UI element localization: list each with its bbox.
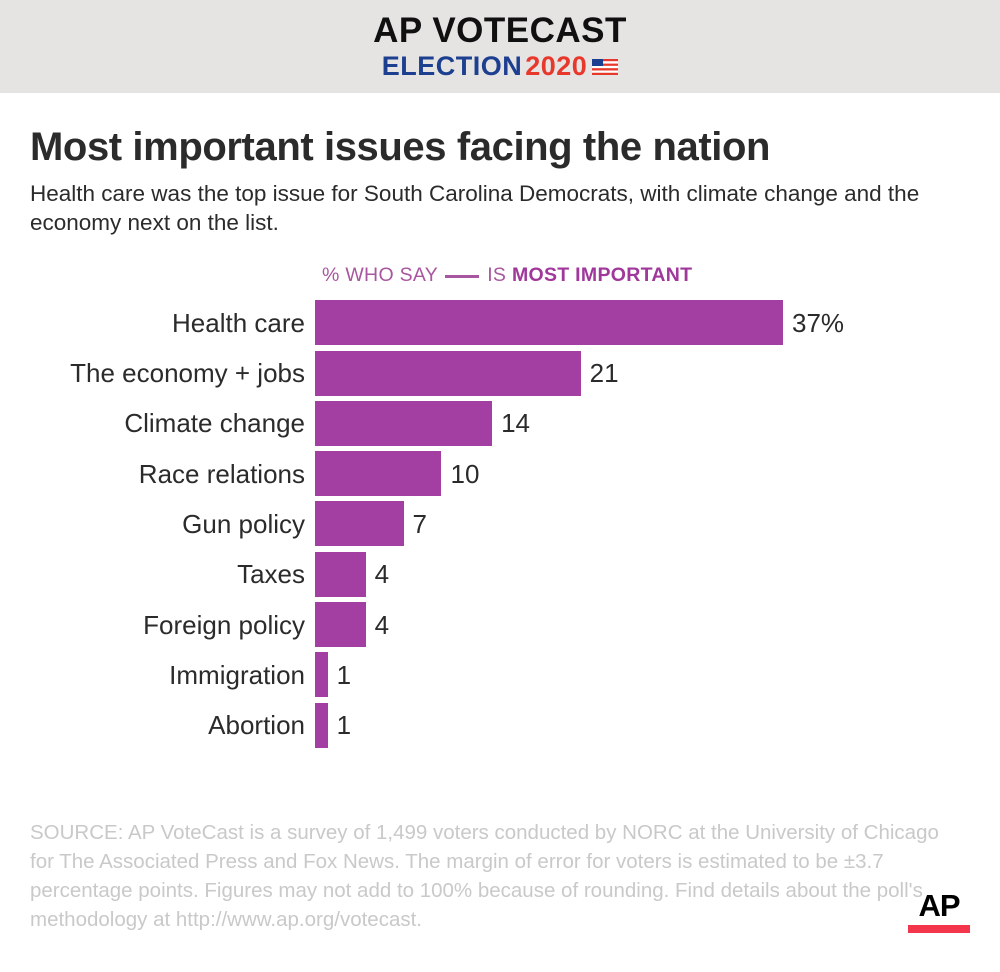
chart-header-middle: IS [487,263,507,286]
bar-category-label: Abortion [208,710,305,741]
bar-rect [315,702,328,748]
bar-chart: % WHO SAY IS MOST IMPORTANT Health care 3… [30,264,970,751]
bar-chart-row: Abortion 1 [30,700,970,750]
ap-logo: AP [908,890,970,933]
bar-category-label: Climate change [124,408,305,439]
bar-track: 4 [315,599,970,649]
bar-value-label: 7 [412,508,427,539]
bar-value-label: 1 [336,659,352,690]
bar-value-label: 4 [374,609,390,640]
bar-rect [315,501,404,547]
bar-chart-rows: Health care 37% The economy + jobs 21 Climat… [30,298,970,751]
page-subtitle: Health care was the top issue for South … [30,181,920,235]
brand-header-band: AP VOTECAST ELECTION 2020 [0,0,1000,93]
bar-value-label: 14 [501,408,530,439]
chart-header-prefix: % WHO SAY [322,263,438,286]
bar-chart-row: Health care 37% [30,298,970,348]
bar-category-label: Immigration [169,659,305,690]
bar-chart-row: Immigration 1 [30,650,970,700]
bar-chart-row: Gun policy 7 [30,499,970,549]
bar-rect [315,350,581,396]
bar-chart-row: Foreign policy 4 [30,599,970,649]
page-title: Most important issues facing the nation [30,125,771,169]
bar-category-label: Foreign policy [143,609,305,640]
bar-track: 1 [315,700,970,750]
ap-logo-underline [908,925,970,933]
election-year-lockup: ELECTION 2020 [382,53,619,80]
footer: SOURCE: AP VoteCast is a survey of 1,499… [30,818,970,934]
bar-rect [315,300,783,346]
bar-track: 7 [315,499,970,549]
bar-category-label: Health care [172,307,305,338]
bar-value-label: 37% [792,307,845,338]
content-wrapper: Most important issues facing the nation … [0,126,1000,750]
election-word: ELECTION [381,51,523,81]
bar-rect [315,451,442,497]
bar-chart-row: Climate change 14 [30,398,970,448]
chart-header-emphasis: MOST IMPORTANT [511,263,693,286]
bar-chart-row: The economy + jobs 21 [30,348,970,398]
bar-category-label: Race relations [138,458,305,489]
bar-rect [315,652,328,698]
bar-track: 14 [315,398,970,448]
bar-track: 10 [315,448,970,498]
bar-track: 21 [315,348,970,398]
bar-rect [315,400,493,446]
ap-logo-text: AP [918,888,960,923]
bar-track: 37% [315,298,970,348]
bar-rect [315,602,366,648]
bar-chart-row: Taxes 4 [30,549,970,599]
bar-category-label: The economy + jobs [70,358,305,389]
chart-header-blank [445,274,480,278]
bar-track: 4 [315,549,970,599]
bar-chart-row: Race relations 10 [30,448,970,498]
source-note: SOURCE: AP VoteCast is a survey of 1,499… [30,821,939,932]
bar-track: 1 [315,650,970,700]
bar-category-label: Taxes [237,559,305,590]
bar-value-label: 21 [589,358,619,389]
bar-rect [315,551,366,597]
bar-value-label: 1 [336,710,352,741]
bar-value-label: 4 [374,559,390,590]
chart-axis-label: % WHO SAY IS MOST IMPORTANT [322,264,970,287]
us-flag-icon [592,58,619,75]
bar-category-label: Gun policy [182,508,305,539]
bar-value-label: 10 [450,458,480,489]
election-year: 2020 [525,51,588,81]
ap-votecast-wordmark: AP VOTECAST [373,11,627,50]
